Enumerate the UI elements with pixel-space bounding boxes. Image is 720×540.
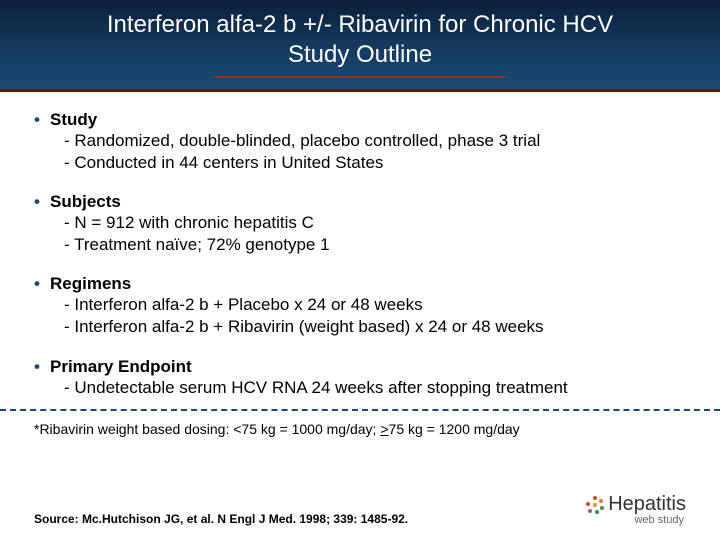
section-sub: - Randomized, double-blinded, placebo co… bbox=[34, 130, 686, 152]
section-sub: - Interferon alfa-2 b + Ribavirin (weigh… bbox=[34, 316, 686, 338]
section-regimens: Regimens - Interferon alfa-2 b + Placebo… bbox=[34, 274, 686, 338]
section-subjects: Subjects - N = 912 with chronic hepatiti… bbox=[34, 192, 686, 256]
footnote-prefix: *Ribavirin weight based dosing: <75 kg =… bbox=[34, 421, 380, 437]
section-sub: - Interferon alfa-2 b + Placebo x 24 or … bbox=[34, 294, 686, 316]
section-sub: - Treatment naïve; 72% genotype 1 bbox=[34, 234, 686, 256]
logo: Hepatitis web study bbox=[584, 493, 686, 526]
dashed-divider bbox=[0, 409, 720, 411]
section-head: Subjects bbox=[34, 192, 686, 212]
section-head: Primary Endpoint bbox=[34, 357, 686, 377]
slide-title: Interferon alfa-2 b +/- Ribavirin for Ch… bbox=[0, 10, 720, 70]
header-divider bbox=[0, 89, 720, 92]
slide-header: Interferon alfa-2 b +/- Ribavirin for Ch… bbox=[0, 0, 720, 92]
section-sub: - Undetectable serum HCV RNA 24 weeks af… bbox=[34, 377, 686, 399]
section-study: Study - Randomized, double-blinded, plac… bbox=[34, 110, 686, 174]
footnote: *Ribavirin weight based dosing: <75 kg =… bbox=[0, 421, 720, 437]
title-line-1: Interferon alfa-2 b +/- Ribavirin for Ch… bbox=[107, 11, 613, 38]
footnote-underlined: > bbox=[380, 421, 388, 437]
footer: Source: Mc.Hutchison JG, et al. N Engl J… bbox=[0, 493, 720, 526]
section-head: Regimens bbox=[34, 274, 686, 294]
section-sub: - N = 912 with chronic hepatitis C bbox=[34, 212, 686, 234]
title-line-2: Study Outline bbox=[288, 41, 432, 68]
logo-text: Hepatitis bbox=[608, 493, 686, 515]
footnote-suffix: 75 kg = 1200 mg/day bbox=[389, 421, 520, 437]
title-underline bbox=[215, 76, 505, 78]
section-endpoint: Primary Endpoint - Undetectable serum HC… bbox=[34, 357, 686, 399]
section-sub: - Conducted in 44 centers in United Stat… bbox=[34, 152, 686, 174]
source-citation: Source: Mc.Hutchison JG, et al. N Engl J… bbox=[34, 512, 408, 526]
logo-icon bbox=[584, 494, 606, 516]
content-area: Study - Randomized, double-blinded, plac… bbox=[0, 92, 720, 399]
section-head: Study bbox=[34, 110, 686, 130]
